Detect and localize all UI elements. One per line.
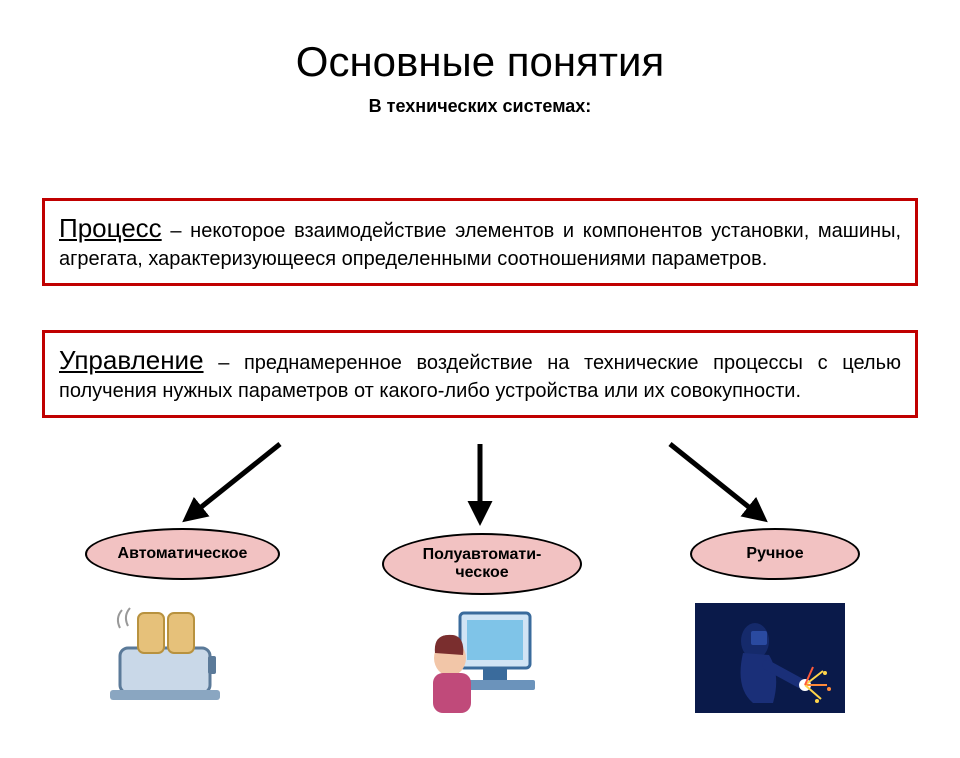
- category-label: Полуавтомати- ческое: [423, 546, 542, 583]
- subtitle: В технических системах:: [0, 96, 960, 117]
- arrow-2: [670, 444, 760, 516]
- definition-term: Управление: [59, 345, 204, 375]
- toaster-icon: [100, 598, 230, 713]
- computer-icon: [405, 603, 555, 723]
- definition-term: Процесс: [59, 213, 162, 243]
- category-label: Автоматическое: [118, 545, 248, 563]
- welder-icon: [695, 603, 845, 718]
- definition-box-0: Процесс – некоторое взаимодействие элеме…: [42, 198, 918, 286]
- category-ellipse-2: Ручное: [690, 528, 860, 580]
- definition-box-1: Управление – преднамеренное воздействие …: [42, 330, 918, 418]
- page-title: Основные понятия: [0, 38, 960, 86]
- category-ellipse-0: Автоматическое: [85, 528, 280, 580]
- arrow-0: [190, 444, 280, 516]
- category-ellipse-1: Полуавтомати- ческое: [382, 533, 582, 595]
- category-label: Ручное: [746, 545, 803, 563]
- definition-text: – некоторое взаимодействие элементов и к…: [59, 220, 901, 270]
